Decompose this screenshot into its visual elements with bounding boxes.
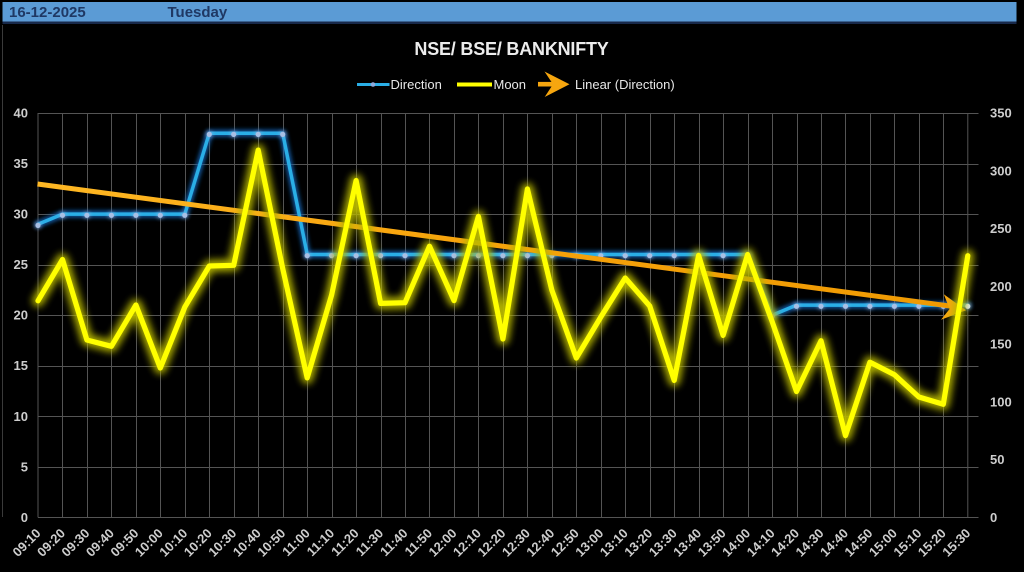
svg-text:0: 0 (990, 510, 997, 525)
svg-text:Tuesday: Tuesday (168, 4, 228, 21)
svg-text:35: 35 (14, 156, 28, 171)
svg-text:100: 100 (990, 394, 1012, 409)
svg-text:200: 200 (990, 279, 1012, 294)
svg-text:Moon: Moon (494, 77, 527, 92)
svg-text:16-12-2025: 16-12-2025 (9, 4, 86, 21)
svg-text:15: 15 (14, 358, 28, 373)
svg-text:Direction: Direction (391, 77, 442, 92)
svg-text:150: 150 (990, 337, 1012, 352)
svg-text:10: 10 (14, 409, 28, 424)
svg-text:0: 0 (21, 510, 28, 525)
svg-text:Linear (Direction): Linear (Direction) (575, 77, 675, 92)
svg-text:20: 20 (14, 308, 28, 323)
svg-text:350: 350 (990, 106, 1012, 121)
svg-text:25: 25 (14, 257, 28, 272)
svg-text:5: 5 (21, 459, 28, 474)
svg-text:30: 30 (14, 207, 28, 222)
svg-text:40: 40 (14, 106, 28, 121)
svg-text:NSE/ BSE/ BANKNIFTY: NSE/ BSE/ BANKNIFTY (414, 39, 608, 59)
svg-text:250: 250 (990, 221, 1012, 236)
svg-text:300: 300 (990, 163, 1012, 178)
svg-text:50: 50 (990, 452, 1004, 467)
